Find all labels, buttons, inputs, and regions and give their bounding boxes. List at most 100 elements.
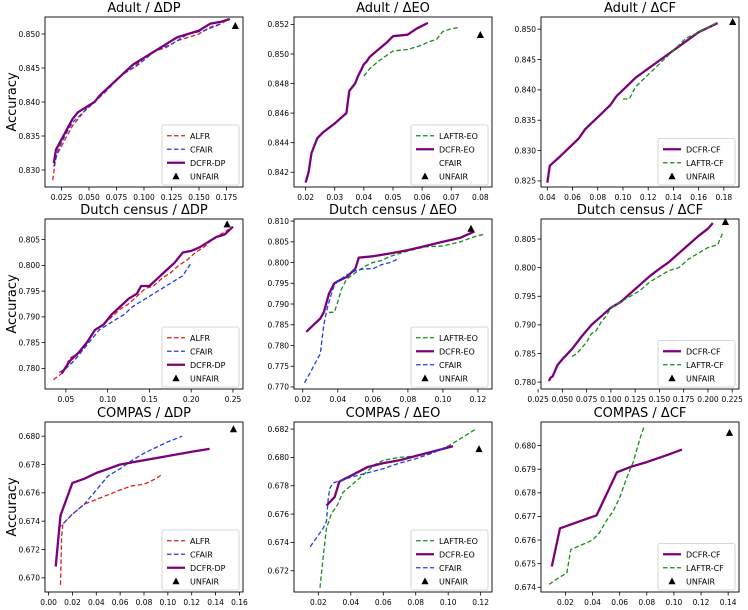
- legend-box: [161, 124, 240, 186]
- chart-title: Dutch census / ΔEO: [329, 203, 457, 218]
- x-tick-label: 0.100: [600, 395, 622, 404]
- x-tick-label: 0.25: [225, 395, 242, 404]
- legend-box: [161, 529, 240, 591]
- legend-label: DCFR-DP: [190, 361, 226, 370]
- series-line-dcfr-cf: [547, 222, 714, 382]
- y-tick-label: 0.676: [19, 489, 41, 498]
- chart-title: COMPAS / ΔDP: [97, 406, 191, 421]
- chart-panel-4: Dutch census / ΔDP Accuracy 0.05 0.10 0.15 0.…: [5, 203, 244, 404]
- x-tick-label: 0.075: [106, 193, 128, 202]
- x-tick-label: 0.175: [216, 193, 238, 202]
- legend-label: CFAIR: [190, 550, 213, 559]
- x-tick-label: 0.15: [141, 395, 158, 404]
- legend-unfair-marker: [172, 172, 180, 180]
- x-tick-label: 0.08: [407, 598, 424, 606]
- y-tick-label: 0.780: [19, 364, 41, 373]
- x-tick-label: 0.06: [414, 193, 431, 202]
- chart-panel-9: COMPAS / ΔCF 0.02 0.04 0.06 0.08 0.10 0.12 0.14…: [515, 406, 740, 607]
- x-tick-label: 0.04: [88, 598, 105, 606]
- y-tick-label: 0.810: [268, 217, 290, 226]
- series-line-dcfr-eo: [304, 21, 429, 183]
- legend-label: LAFTR-CF: [686, 159, 724, 168]
- series-line-cfair: [303, 257, 400, 384]
- y-tick-label: 0.676: [268, 510, 290, 519]
- y-tick-label: 0.795: [19, 287, 41, 296]
- y-tick-label: 0.790: [268, 300, 290, 309]
- x-tick-label: 0.04: [539, 193, 556, 202]
- legend-label: UNFAIR: [686, 374, 716, 383]
- legend-label: UNFAIR: [190, 172, 220, 181]
- y-tick-label: 0.800: [19, 261, 41, 270]
- x-tick-label: 0.18: [716, 193, 733, 202]
- legend-label: CFAIR: [190, 347, 213, 356]
- x-tick-label: 0.08: [136, 598, 153, 606]
- legend-unfair-marker: [172, 374, 180, 382]
- legend-unfair-marker: [172, 577, 180, 585]
- y-tick-label: 0.790: [19, 313, 41, 322]
- y-tick-label: 0.852: [268, 20, 290, 29]
- series-line-cfair: [58, 262, 192, 374]
- chart-panel-7: COMPAS / ΔDP Accuracy 0.00 0.02 0.04 0.06 0.08…: [5, 406, 248, 607]
- series-line-cfair: [309, 445, 449, 548]
- legend-label: UNFAIR: [439, 374, 469, 383]
- legend-unfair-marker: [668, 577, 676, 585]
- x-tick-label: 0.04: [356, 193, 373, 202]
- y-tick-label: 0.805: [19, 235, 41, 244]
- series-line-laftr-cf: [623, 21, 718, 100]
- x-tick-label: 0.100: [133, 193, 155, 202]
- y-tick-label: 0.680: [515, 441, 537, 450]
- legend-label: CFAIR: [439, 361, 462, 370]
- plot-frame: [540, 218, 740, 390]
- legend-label: UNFAIR: [686, 172, 716, 181]
- x-tick-label: 0.07: [443, 193, 460, 202]
- legend-label: UNFAIR: [190, 577, 220, 586]
- legend-box: [161, 326, 240, 388]
- unfair-marker: [729, 18, 737, 26]
- chart-title: Dutch census / ΔCF: [577, 203, 703, 218]
- legend-label: UNFAIR: [439, 577, 469, 586]
- plot-frame: [293, 421, 493, 593]
- legend-label: DCFR-EO: [439, 145, 475, 154]
- x-tick-label: 0.10: [440, 598, 457, 606]
- y-tick-label: 0.675: [515, 559, 537, 568]
- x-tick-label: 0.00: [40, 598, 57, 606]
- y-tick-label: 0.805: [515, 235, 537, 244]
- legend-label: LAFTR-CF: [686, 361, 724, 370]
- legend-label: ALFR: [190, 537, 211, 546]
- y-tick-label: 0.775: [268, 362, 290, 371]
- plot-frame: [44, 218, 244, 390]
- x-tick-label: 0.175: [673, 395, 695, 404]
- y-tick-label: 0.677: [515, 512, 537, 521]
- y-tick-label: 0.674: [515, 583, 537, 592]
- x-tick-label: 0.10: [435, 395, 452, 404]
- chart-title: COMPAS / ΔEO: [346, 406, 441, 421]
- x-tick-label: 0.06: [112, 598, 129, 606]
- y-tick-label: 0.846: [268, 109, 290, 118]
- y-tick-label: 0.850: [268, 50, 290, 59]
- y-tick-label: 0.845: [515, 55, 537, 64]
- series-line-dcfr-eo: [325, 444, 454, 507]
- x-tick-label: 0.125: [161, 193, 183, 202]
- x-tick-label: 0.12: [470, 395, 487, 404]
- x-tick-label: 0.10: [666, 598, 683, 606]
- y-tick-label: 0.678: [515, 489, 537, 498]
- y-tick-label: 0.785: [268, 321, 290, 330]
- y-tick-label: 0.848: [268, 79, 290, 88]
- legend-label: LAFTR-EO: [439, 537, 478, 546]
- legend-label: LAFTR-EO: [439, 132, 478, 141]
- x-tick-label: 0.200: [697, 395, 719, 404]
- x-tick-label: 0.125: [624, 395, 646, 404]
- y-tick-label: 0.674: [19, 517, 41, 526]
- y-tick-label: 0.800: [515, 263, 537, 272]
- y-tick-label: 0.770: [268, 383, 290, 392]
- legend-label: CFAIR: [439, 159, 462, 168]
- chart-panel-5: Dutch census / ΔEO 0.02 0.04 0.06 0.08 0.10 0.…: [268, 203, 493, 404]
- x-tick-label: 0.02: [310, 598, 327, 606]
- y-tick-label: 0.805: [268, 238, 290, 247]
- unfair-marker: [223, 220, 231, 228]
- y-tick-label: 0.679: [515, 465, 537, 474]
- y-tick-label: 0.678: [19, 460, 41, 469]
- legend-label: ALFR: [190, 334, 211, 343]
